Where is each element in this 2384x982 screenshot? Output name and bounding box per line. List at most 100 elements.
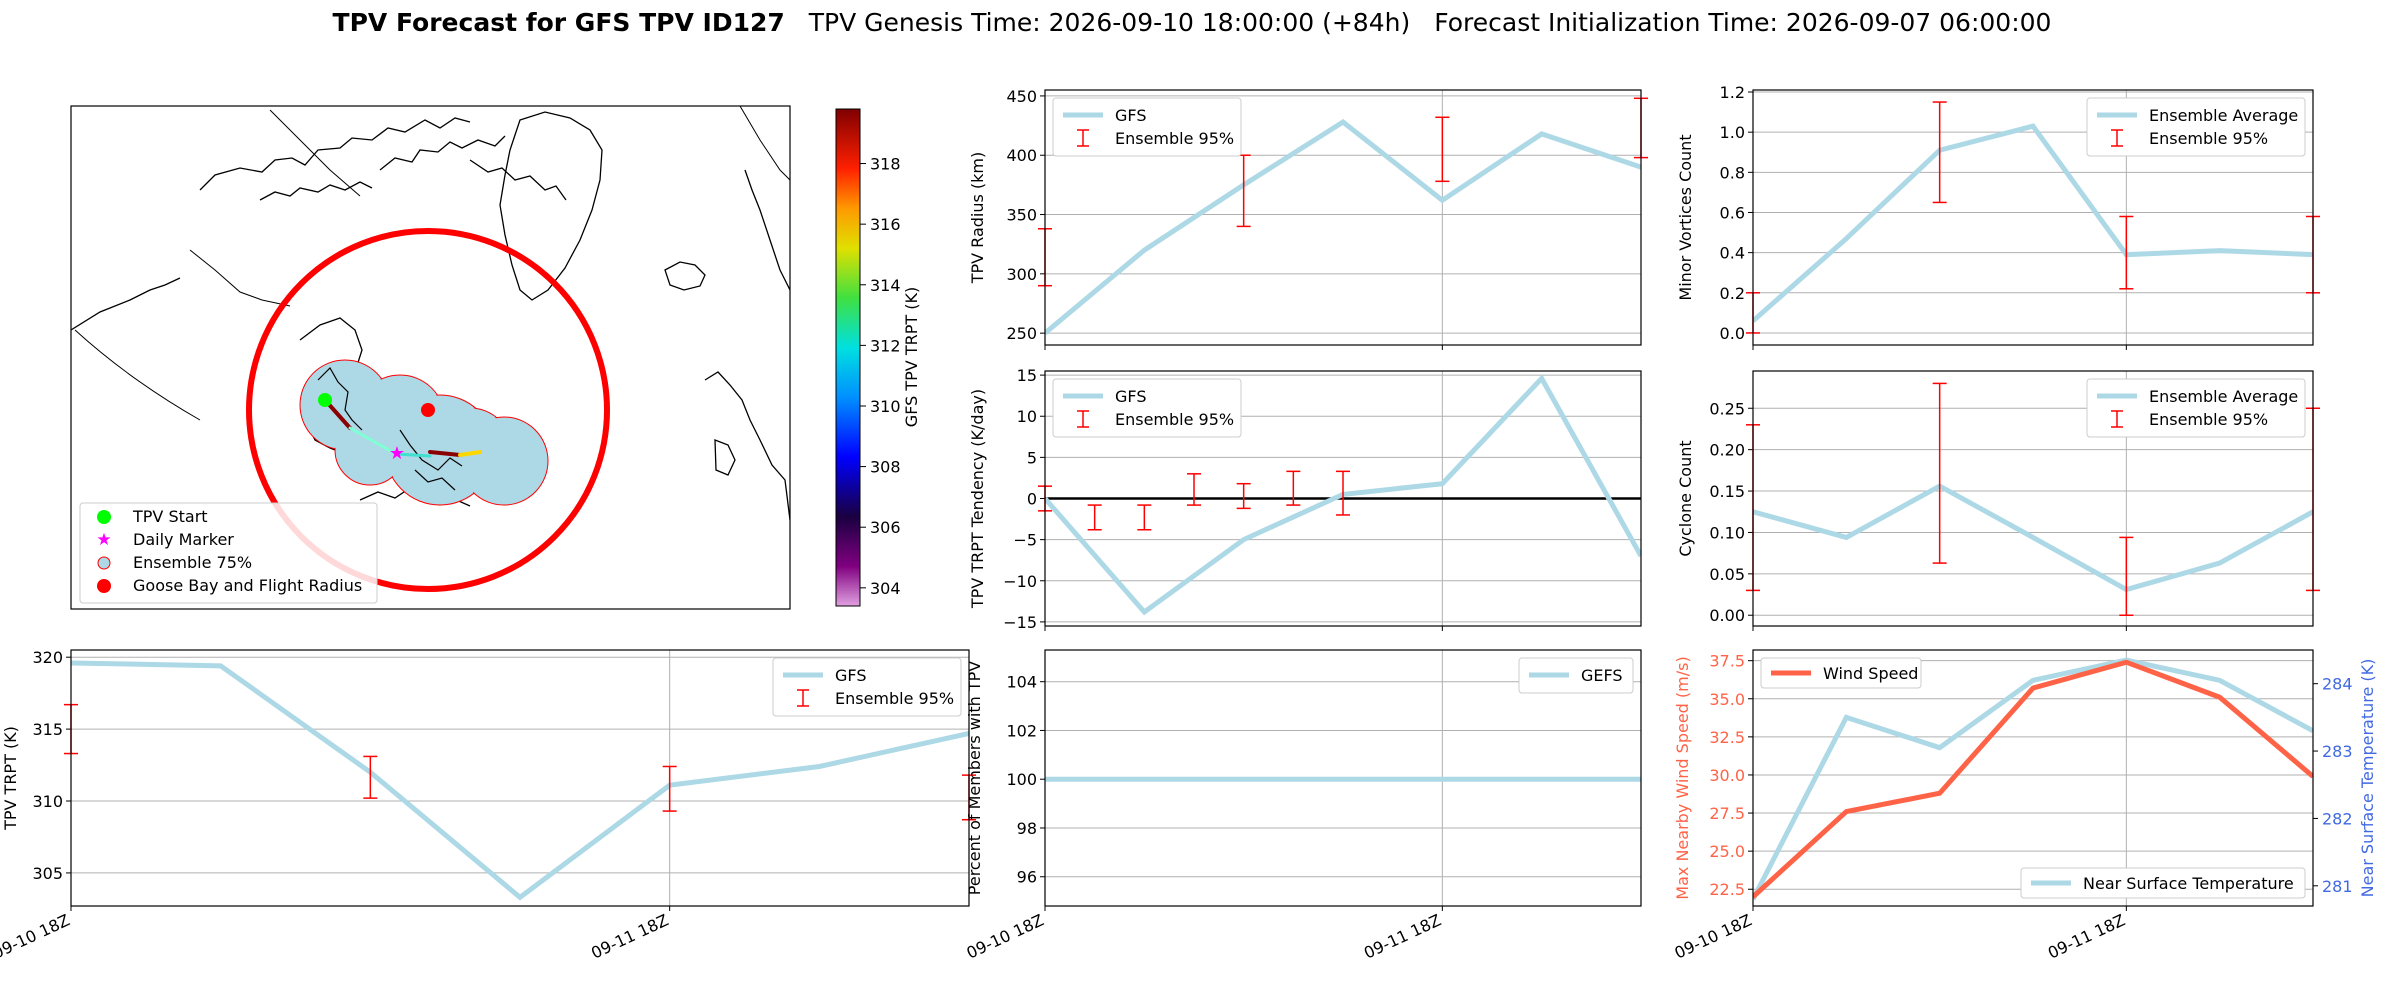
- legend-daily-label: Daily Marker: [133, 530, 234, 549]
- y-axis-label: TPV TRPT Tendency (K/day): [968, 389, 987, 609]
- plot-frame: [1044, 89, 1642, 346]
- legend-label: Ensemble 95%: [1115, 410, 1234, 429]
- error-bar: [1932, 382, 1947, 564]
- error-bar: [1187, 473, 1201, 506]
- y-tick-label: 102: [1006, 721, 1037, 740]
- chart-percent: 96 98 100 102 104 Percent of Members with TPV…: [964, 649, 1642, 963]
- boundary-2: [74, 329, 201, 421]
- y-tick-label: 1.0: [1720, 123, 1745, 142]
- legend-label: Near Surface Temperature: [2083, 874, 2294, 893]
- y-tick-label: 22.5: [1709, 880, 1745, 899]
- legend-radius: GFS Ensemble 95%: [1052, 97, 1242, 157]
- map-panel: ★ TPV Start ★ Daily Marker Ensemble 75% …: [70, 105, 921, 610]
- x-tick-label: 09-10 18Z: [964, 910, 1047, 962]
- y-tick-label: 0.4: [1720, 244, 1745, 263]
- legend-label: GFS: [1115, 387, 1146, 406]
- error-bar: [1087, 504, 1102, 531]
- y-axis-label: Max Nearby Wind Speed (m/s): [1673, 656, 1692, 899]
- y-tick-label: 0.10: [1709, 523, 1745, 542]
- legend-label: GFS: [835, 666, 866, 685]
- coastline-islands-a: [259, 181, 373, 201]
- series-group: [1753, 657, 2313, 901]
- x-tick-label: 09-11 18Z: [2045, 910, 2128, 962]
- y-tick-label: 310: [32, 792, 63, 811]
- series-line: [1753, 483, 2313, 593]
- series-group: [1753, 123, 2313, 323]
- y-tick-label: 0.00: [1709, 606, 1745, 625]
- legend-label: GFS: [1115, 106, 1146, 125]
- legend-wind: Wind Speed: [1760, 657, 1922, 689]
- boundary-4: [739, 106, 790, 181]
- coastline-europe: [704, 371, 790, 521]
- boundary-1: [189, 249, 291, 307]
- series-wind-line: [1753, 659, 2313, 899]
- y-tick-label: 98: [1017, 819, 1037, 838]
- legend-ensemble-marker: [97, 556, 111, 570]
- legend-label: Wind Speed: [1823, 664, 1918, 683]
- goose-bay-marker: [421, 403, 435, 417]
- y-tick-label: 350: [1006, 206, 1037, 225]
- y-axis-label: TPV TRPT (K): [1, 726, 20, 831]
- colorbar-tick-label: 308: [870, 458, 901, 477]
- legend-label: Ensemble Average: [2149, 106, 2298, 125]
- error-bar: [1336, 470, 1350, 516]
- legend-cyclone: Ensemble Average Ensemble 95%: [2086, 378, 2306, 438]
- error-bar: [1435, 116, 1450, 183]
- colorbar-label: GFS TPV TRPT (K): [902, 287, 921, 427]
- y-tick-label: 0: [1027, 490, 1037, 509]
- y-tick-label: 0.15: [1709, 482, 1745, 501]
- x-tick-label: 09-10 18Z: [1672, 910, 1755, 962]
- y-tick-label: 0.20: [1709, 441, 1745, 460]
- colorbar-tick-label: 310: [870, 397, 901, 416]
- plot-frame: [70, 649, 970, 907]
- y-tick-label: 305: [32, 864, 63, 883]
- map-legend: TPV Start ★ Daily Marker Ensemble 75% Go…: [79, 502, 378, 604]
- flight-radius-circle: [246, 228, 610, 592]
- y-tick-label: 0.8: [1720, 163, 1745, 182]
- title-genesis: TPV Genesis Time: 2026-09-10 18:00:00 (+…: [808, 8, 1410, 37]
- error-bar: [2119, 215, 2134, 290]
- coastline-scandinavia: [744, 169, 790, 291]
- colorbar: 304 306 308 310 312 314 316 318 GFS TPV TRPT (K…: [835, 108, 921, 607]
- y-tick-label: 450: [1006, 87, 1037, 106]
- legend-label: Ensemble 95%: [1115, 129, 1234, 148]
- legend-ensemble-label: Ensemble 75%: [133, 553, 252, 572]
- coast-overlay-1: [317, 367, 363, 431]
- legend-box: [2086, 97, 2306, 157]
- x-tick-label: 09-11 18Z: [1361, 910, 1444, 962]
- daily-marker-star: ★: [389, 443, 405, 464]
- y-right-axis-label: Near Surface Temperature (K): [2358, 659, 2377, 898]
- error-bar: [1236, 482, 1251, 510]
- y-tick-label: 100: [1006, 770, 1037, 789]
- y-tick-label: 30.0: [1709, 766, 1745, 785]
- error-bar: [1137, 504, 1152, 531]
- plot-frame: [1044, 370, 1642, 627]
- legend-trpt: GFS Ensemble 95%: [772, 657, 962, 717]
- chart-minor: 0.0 0.2 0.4 0.6 0.8 1.0 1.2 Minor Vortices Coun…: [1676, 83, 2320, 350]
- y-tick-label: 5: [1027, 448, 1037, 467]
- legend-daily-marker: ★: [96, 530, 111, 550]
- tpv-start-marker: [318, 393, 332, 407]
- chart-wind: 22.5 25.0 27.5 30.0 32.5 35.0 37.5 Max Nearby W…: [1672, 649, 2377, 963]
- y-tick-label: 25.0: [1709, 842, 1745, 861]
- error-bar: [662, 765, 677, 812]
- legend-temp: Near Surface Temperature: [2020, 867, 2306, 899]
- y-tick-label: −10: [1003, 572, 1037, 591]
- chart-radius: 250 300 350 400 450 TPV Radius (km) GFS Ensembl…: [968, 87, 1648, 350]
- title-bold: TPV Forecast for GFS TPV ID127: [333, 8, 785, 37]
- y-tick-label: 35.0: [1709, 690, 1745, 709]
- y-tick-label: 0.2: [1720, 284, 1745, 303]
- y-tick-label: 96: [1017, 868, 1037, 887]
- coastline-arctic: [199, 117, 471, 191]
- chart-cyclone: 0.00 0.05 0.10 0.15 0.20 0.25 Cyclone Count Ens…: [1676, 370, 2320, 631]
- y-tick-label: 0.0: [1720, 324, 1745, 343]
- plot-frame: [1044, 649, 1642, 907]
- legend-label: Ensemble 95%: [2149, 129, 2268, 148]
- y-right-tick-label: 284: [2322, 675, 2353, 694]
- error-bar: [363, 755, 378, 799]
- track-seg-3: [394, 452, 432, 458]
- y-tick-label: 10: [1017, 407, 1037, 426]
- map-legend-box: [79, 502, 378, 604]
- title-init: Forecast Initialization Time: 2026-09-07…: [1434, 8, 2051, 37]
- y-tick-label: −15: [1003, 613, 1037, 632]
